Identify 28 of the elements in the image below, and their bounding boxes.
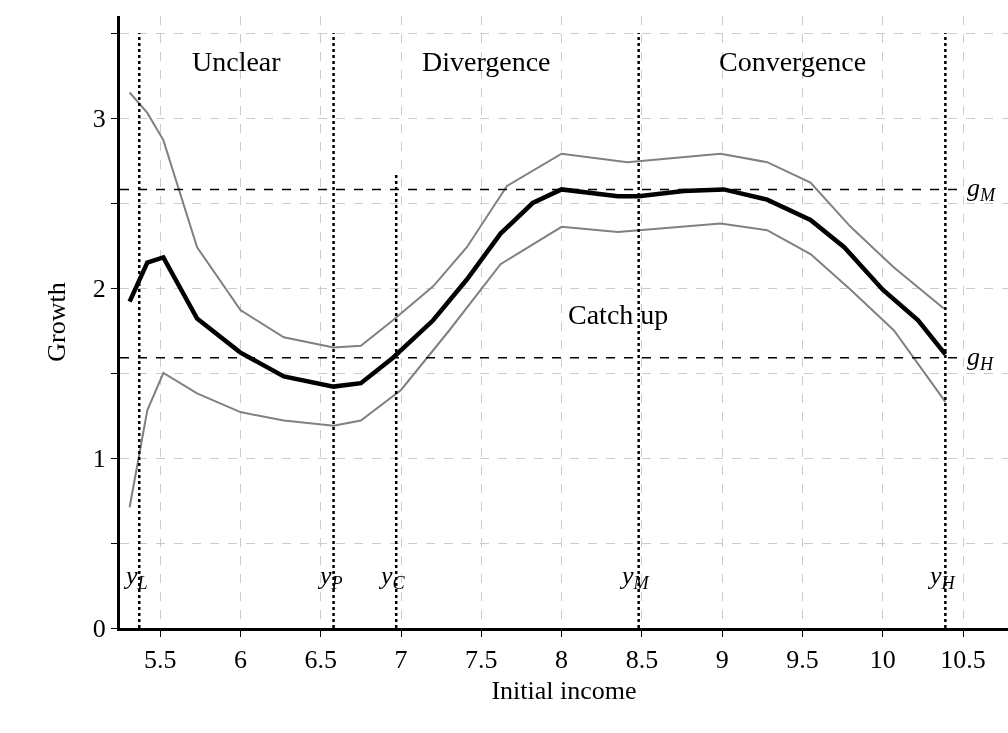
x-tick-label: 5.5 [143, 645, 177, 675]
y-tick-label: 3 [92, 104, 106, 134]
x-tick-label: 7 [394, 645, 408, 675]
line-series [128, 222, 947, 509]
ref-line-label: y$_{P}$ [317, 561, 343, 594]
annotation: Divergence [422, 46, 551, 77]
x-tick-label: 6.5 [304, 645, 337, 675]
ref-line-label: y$_{M}$ [619, 561, 650, 594]
x-tick-label: 10.5 [940, 645, 986, 675]
ref-line-label: g$_{H}$ [967, 342, 994, 375]
annotation: Unclear [192, 46, 282, 77]
x-tick-label: 6 [233, 645, 247, 675]
y-tick-label: 2 [92, 274, 106, 304]
x-tick-label: 10 [869, 645, 896, 675]
ref-line-label: y$_{L}$ [123, 561, 148, 594]
line-series [128, 91, 945, 349]
y-tick-label: 1 [92, 444, 106, 474]
ref-line-label: g$_{M}$ [967, 173, 996, 206]
x-tick-label: 7.5 [465, 645, 498, 675]
x-tick-label: 9 [715, 645, 729, 675]
annotation: Convergence [719, 46, 867, 77]
x-tick-label: 8.5 [625, 645, 659, 675]
x-tick-label: 9.5 [786, 645, 819, 675]
x-axis-title: Initial income [491, 675, 637, 705]
annotation: Catch up [568, 299, 669, 330]
y-axis-title: Growth [42, 282, 72, 362]
x-tick-label: 8 [555, 645, 569, 675]
y-tick-label: 0 [92, 614, 106, 644]
